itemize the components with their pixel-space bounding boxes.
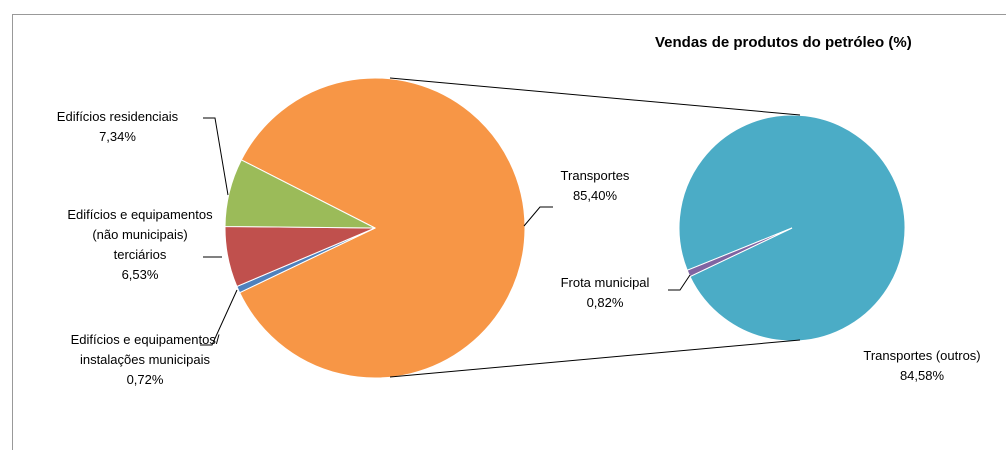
leader-line xyxy=(523,206,553,227)
chart-title: Vendas de produtos do petróleo (%) xyxy=(655,34,912,51)
label-value: 0,72% xyxy=(126,372,164,387)
chart-frame xyxy=(12,14,1006,450)
label-value: 7,34% xyxy=(99,129,136,144)
label-value: 84,58% xyxy=(899,368,945,383)
data-label: Frota municipal 0,82% xyxy=(540,273,670,313)
label-name: Edifícios residenciais xyxy=(56,109,179,124)
label-value: 0,82% xyxy=(586,295,624,310)
connector-line xyxy=(389,77,801,116)
pie-slice xyxy=(686,227,793,278)
leader-line xyxy=(200,289,238,346)
data-label: Edifícios e equipamentos/ instalações mu… xyxy=(60,330,230,390)
label-value: 6,53% xyxy=(121,267,159,282)
label-value: 85,40% xyxy=(572,188,618,203)
connector-line xyxy=(389,339,801,378)
pie-slice xyxy=(224,159,376,229)
data-label: Transportes 85,40% xyxy=(535,166,655,206)
label-name: Transportes xyxy=(560,168,630,183)
label-name: Edifícios e equipamentos (não municipais… xyxy=(67,207,213,262)
leader-line xyxy=(203,117,229,196)
leader-lines xyxy=(200,77,801,378)
pie-slice xyxy=(238,77,526,379)
leader-line xyxy=(668,274,691,291)
label-name: Transportes (outros) xyxy=(863,348,981,363)
label-name: Frota municipal xyxy=(560,275,650,290)
label-name: Edifícios e equipamentos/ instalações mu… xyxy=(70,332,220,367)
data-label: Edifícios residenciais 7,34% xyxy=(25,107,210,147)
data-label: Edifícios e equipamentos (não municipais… xyxy=(65,205,215,285)
data-label: Transportes (outros) 84,58% xyxy=(842,346,1002,386)
